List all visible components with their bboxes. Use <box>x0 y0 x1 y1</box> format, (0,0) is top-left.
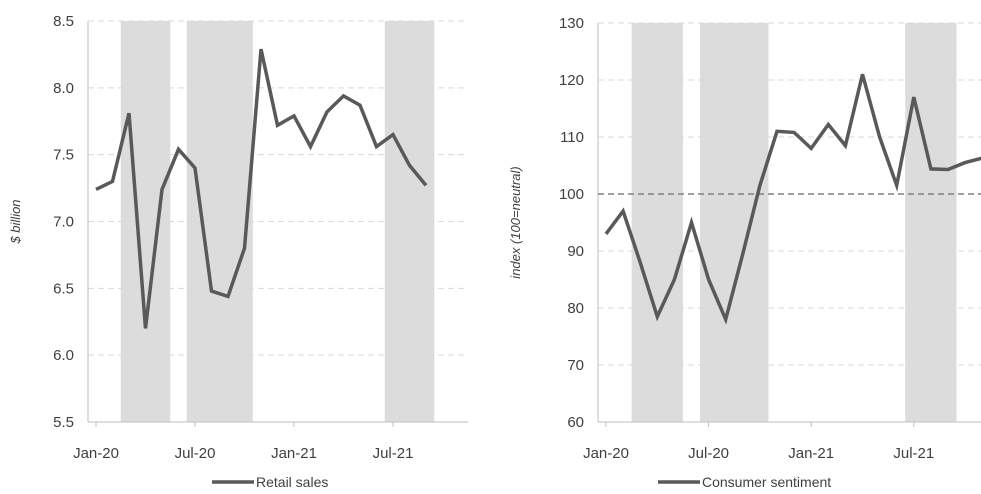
y-axis-label: $ billion <box>8 199 23 244</box>
y-tick-label: 7.0 <box>53 214 74 231</box>
y-tick-label: 6.5 <box>53 280 74 297</box>
legend-label: Consumer sentiment <box>702 474 831 490</box>
shaded-period <box>700 23 769 422</box>
y-tick-label: 5.5 <box>53 414 74 431</box>
x-tick-label: Jan-21 <box>788 445 834 462</box>
x-tick-label: Jul-20 <box>688 445 729 462</box>
legend-label: Retail sales <box>256 474 328 490</box>
y-tick-label: 60 <box>567 414 584 431</box>
y-tick-label: 70 <box>567 357 584 374</box>
y-tick-label: 7.5 <box>53 147 74 164</box>
shaded-period <box>905 23 957 422</box>
y-tick-label: 130 <box>559 15 584 32</box>
y-tick-label: 80 <box>567 300 584 317</box>
y-axis-label: index (100=neutral) <box>508 166 523 278</box>
consumer-sentiment-chart: 60 70 80 90 100 110 120 130 Jan-20 Jul-20 Jan-21 Ju… <box>508 15 981 490</box>
x-tick-label: Jul-20 <box>175 445 216 462</box>
y-tick-label: 8.5 <box>53 13 74 30</box>
x-tick-label: Jul-21 <box>893 445 934 462</box>
x-tick-label: Jan-20 <box>73 445 119 462</box>
x-tick-label: Jan-20 <box>583 445 629 462</box>
y-tick-label: 100 <box>559 186 584 203</box>
y-tick-label: 8.0 <box>53 80 74 97</box>
y-tick-label: 90 <box>567 243 584 260</box>
x-tick-label: Jul-21 <box>373 445 414 462</box>
shaded-period <box>631 23 683 422</box>
y-tick-label: 110 <box>560 129 584 146</box>
retail-sales-chart: 5.5 6.0 6.5 7.0 7.5 8.0 8.5 Jan-20 Jul-20 Jan-21 J… <box>8 13 468 490</box>
y-tick-label: 6.0 <box>53 347 74 364</box>
x-tick-label: Jan-21 <box>271 445 317 462</box>
y-tick-label: 120 <box>559 72 584 89</box>
